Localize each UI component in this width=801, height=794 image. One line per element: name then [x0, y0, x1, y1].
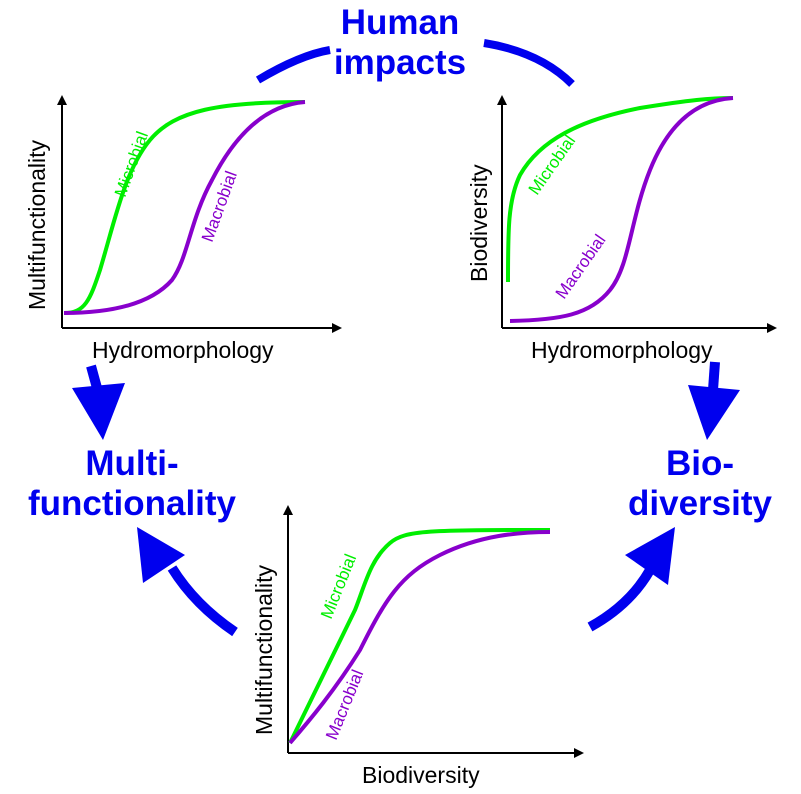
macrobial-curve — [63, 100, 306, 315]
macrobial-label: Macrobial — [322, 667, 367, 742]
y-axis-label: Multifunctionality — [251, 564, 277, 735]
chart-hydromorphology-multifunctionality: Microbial Macrobial Hydromorphology Mult… — [24, 95, 342, 363]
human-impacts-arcs — [255, 39, 575, 87]
arrow-curved-to-multifunctionality — [137, 527, 238, 637]
x-axis-label: Hydromorphology — [531, 337, 713, 363]
chart-hydromorphology-biodiversity: Microbial Macrobial Hydromorphology Biod… — [466, 95, 777, 363]
x-axis-label: Hydromorphology — [92, 337, 274, 363]
microbial-label: Microbial — [111, 129, 152, 199]
arrow-to-biodiversity-from-chart — [688, 361, 740, 440]
macrobial-label: Macrobial — [552, 231, 610, 302]
y-axis-label: Multifunctionality — [24, 139, 50, 310]
node-human-impacts: Human impacts — [320, 3, 480, 83]
node-multifunctionality: Multi- functionality — [2, 444, 262, 524]
node-biodiversity-line2: diversity — [628, 484, 772, 523]
macrobial-label: Macrobial — [198, 169, 241, 245]
macrobial-curve — [288, 530, 551, 745]
node-multifunctionality-line2: functionality — [27, 484, 237, 523]
node-human-impacts-line1: Human — [340, 3, 460, 42]
macrobial-curve — [509, 96, 734, 323]
microbial-curve — [288, 528, 551, 744]
node-human-impacts-line2: impacts — [333, 43, 467, 82]
node-multifunctionality-line1: Multi- — [85, 444, 179, 483]
node-biodiversity-line1: Bio- — [665, 444, 735, 483]
x-axis-label: Biodiversity — [362, 762, 480, 788]
chart-biodiversity-multifunctionality: Microbial Macrobial Biodiversity Multifu… — [251, 505, 584, 788]
arrow-curved-to-biodiversity — [587, 527, 675, 632]
arrow-to-multifunctionality-from-chart — [72, 364, 125, 440]
node-biodiversity: Bio- diversity — [610, 444, 790, 524]
microbial-curve — [63, 100, 306, 315]
y-axis-label: Biodiversity — [466, 164, 492, 282]
microbial-curve — [506, 96, 734, 283]
